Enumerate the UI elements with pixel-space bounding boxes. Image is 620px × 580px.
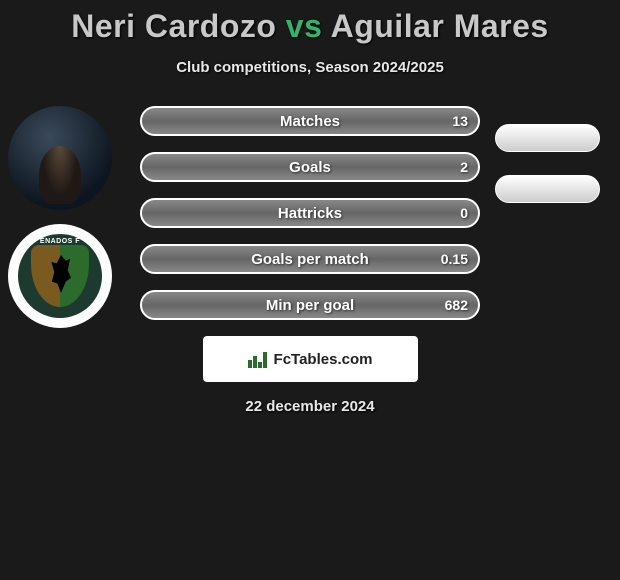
stat-mpg: Min per goal 682 — [140, 290, 480, 320]
chart-icon — [248, 350, 268, 368]
stat-value: 0 — [460, 205, 468, 221]
title-vs: vs — [286, 8, 323, 44]
stat-value: 0.15 — [441, 251, 468, 267]
content: ENADOS F Matches 13 Goals 2 Hattricks 0 … — [0, 106, 620, 415]
page-title: Neri Cardozo vs Aguilar Mares — [0, 8, 620, 45]
stat-value: 2 — [460, 159, 468, 175]
club-ribbon: ENADOS F — [40, 238, 80, 245]
player-avatar — [8, 106, 112, 210]
stats-bars: Matches 13 Goals 2 Hattricks 0 Goals per… — [140, 106, 480, 320]
avatars-column: ENADOS F — [8, 106, 120, 342]
stat-label: Goals per match — [142, 251, 478, 268]
title-player1: Neri Cardozo — [71, 8, 276, 44]
date-label: 22 december 2024 — [0, 398, 620, 415]
stat-hattricks: Hattricks 0 — [140, 198, 480, 228]
stat-label: Min per goal — [142, 297, 478, 314]
stat-label: Goals — [142, 159, 478, 176]
club-badge: ENADOS F — [18, 234, 102, 318]
header: Neri Cardozo vs Aguilar Mares Club compe… — [0, 0, 620, 76]
stat-value: 13 — [452, 113, 468, 129]
stat-matches: Matches 13 — [140, 106, 480, 136]
stat-goals: Goals 2 — [140, 152, 480, 182]
title-player2: Aguilar Mares — [331, 8, 549, 44]
shield-icon — [31, 245, 89, 307]
stat-label: Matches — [142, 113, 478, 130]
brand-text: FcTables.com — [274, 351, 373, 368]
brand-box[interactable]: FcTables.com — [203, 336, 418, 382]
subtitle: Club competitions, Season 2024/2025 — [0, 59, 620, 76]
stat-value: 682 — [445, 297, 468, 313]
club-avatar: ENADOS F — [8, 224, 112, 328]
stat-label: Hattricks — [142, 205, 478, 222]
stat-gpm: Goals per match 0.15 — [140, 244, 480, 274]
